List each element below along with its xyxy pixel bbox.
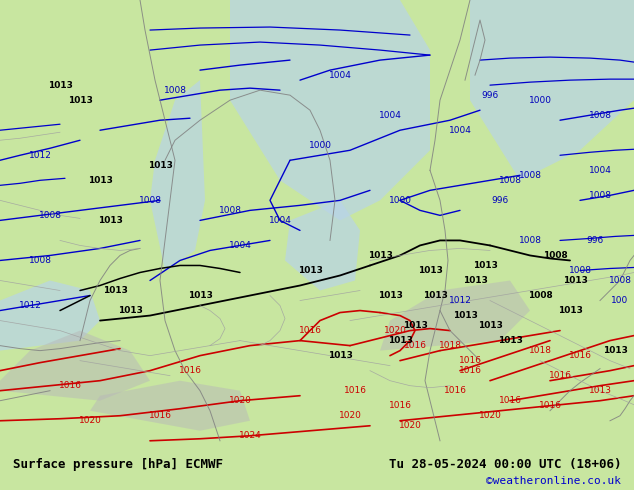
Text: 1000: 1000 bbox=[389, 196, 411, 205]
Text: 1020: 1020 bbox=[229, 396, 252, 405]
Text: 1013: 1013 bbox=[453, 311, 477, 320]
Text: 1008: 1008 bbox=[29, 256, 51, 265]
Text: 100: 100 bbox=[611, 296, 629, 305]
Text: 1013: 1013 bbox=[477, 321, 502, 330]
Text: 1016: 1016 bbox=[538, 401, 562, 410]
Text: 1013: 1013 bbox=[463, 276, 488, 285]
Text: 1020: 1020 bbox=[384, 326, 406, 335]
Text: 1004: 1004 bbox=[229, 241, 252, 250]
Text: 1013: 1013 bbox=[148, 161, 172, 170]
Text: Tu 28-05-2024 00:00 UTC (18+06): Tu 28-05-2024 00:00 UTC (18+06) bbox=[389, 458, 621, 471]
Text: 1012: 1012 bbox=[18, 301, 41, 310]
Text: 1008: 1008 bbox=[498, 176, 522, 185]
Text: 1008: 1008 bbox=[543, 251, 567, 260]
Text: 996: 996 bbox=[586, 236, 604, 245]
Text: 1008: 1008 bbox=[609, 276, 631, 285]
Text: 1013: 1013 bbox=[557, 306, 583, 315]
Text: 1013: 1013 bbox=[403, 321, 427, 330]
Text: 1000: 1000 bbox=[529, 96, 552, 105]
Text: ©weatheronline.co.uk: ©weatheronline.co.uk bbox=[486, 476, 621, 486]
Text: 1013: 1013 bbox=[68, 96, 93, 105]
Text: 1016: 1016 bbox=[569, 351, 592, 360]
Text: 1016: 1016 bbox=[179, 366, 202, 375]
Text: 1008: 1008 bbox=[569, 266, 592, 275]
Text: 1013: 1013 bbox=[188, 291, 212, 300]
Text: 1018: 1018 bbox=[439, 341, 462, 350]
Text: 1013: 1013 bbox=[117, 306, 143, 315]
Text: 1013: 1013 bbox=[98, 216, 122, 225]
Text: 1020: 1020 bbox=[479, 411, 501, 420]
Text: 1008: 1008 bbox=[164, 86, 186, 95]
Text: 1013: 1013 bbox=[48, 81, 72, 90]
Text: 1004: 1004 bbox=[269, 216, 292, 225]
Text: 1016: 1016 bbox=[58, 381, 82, 390]
Text: 1008: 1008 bbox=[39, 211, 61, 220]
Text: 1016: 1016 bbox=[548, 371, 571, 380]
Text: 1016: 1016 bbox=[299, 326, 321, 335]
Text: 1016: 1016 bbox=[148, 411, 172, 420]
Text: 996: 996 bbox=[491, 196, 508, 205]
Text: 1016: 1016 bbox=[444, 386, 467, 395]
Text: 1013: 1013 bbox=[378, 291, 403, 300]
Text: 1020: 1020 bbox=[339, 411, 361, 420]
Text: 1008: 1008 bbox=[219, 206, 242, 215]
Text: 1013: 1013 bbox=[562, 276, 588, 285]
Text: 1004: 1004 bbox=[588, 166, 611, 175]
Text: 1012: 1012 bbox=[29, 151, 51, 160]
Text: 1000: 1000 bbox=[309, 141, 332, 150]
Text: 1013: 1013 bbox=[328, 351, 353, 360]
Text: Surface pressure [hPa] ECMWF: Surface pressure [hPa] ECMWF bbox=[13, 458, 223, 471]
Text: 1013: 1013 bbox=[472, 261, 498, 270]
Text: 1020: 1020 bbox=[399, 421, 422, 430]
Text: 1008: 1008 bbox=[588, 111, 612, 120]
Text: 1013: 1013 bbox=[368, 251, 392, 260]
Text: 1020: 1020 bbox=[79, 416, 101, 425]
Text: 1016: 1016 bbox=[403, 341, 427, 350]
Text: 1013: 1013 bbox=[602, 346, 628, 355]
Text: 996: 996 bbox=[481, 91, 498, 99]
Text: 1008: 1008 bbox=[588, 191, 612, 200]
Text: 1004: 1004 bbox=[449, 126, 472, 135]
Text: 1016: 1016 bbox=[498, 396, 522, 405]
Text: 1013: 1013 bbox=[387, 336, 413, 345]
Text: 1013: 1013 bbox=[297, 266, 323, 275]
Text: 1008: 1008 bbox=[519, 171, 541, 180]
Text: 1008: 1008 bbox=[519, 236, 541, 245]
Text: 1013: 1013 bbox=[87, 176, 112, 185]
Text: 1024: 1024 bbox=[238, 431, 261, 441]
Text: 1004: 1004 bbox=[378, 111, 401, 120]
Text: 1016: 1016 bbox=[458, 366, 481, 375]
Text: 1008: 1008 bbox=[138, 196, 162, 205]
Text: 1018: 1018 bbox=[529, 346, 552, 355]
Text: 1013: 1013 bbox=[423, 291, 448, 300]
Text: 1004: 1004 bbox=[328, 71, 351, 80]
Text: 1008: 1008 bbox=[527, 291, 552, 300]
Text: 1013: 1013 bbox=[103, 286, 127, 295]
Text: 1016: 1016 bbox=[389, 401, 411, 410]
Text: 1013: 1013 bbox=[588, 386, 612, 395]
Text: 1013: 1013 bbox=[498, 336, 522, 345]
Text: 1012: 1012 bbox=[449, 296, 472, 305]
Text: 1016: 1016 bbox=[344, 386, 366, 395]
Text: 1013: 1013 bbox=[418, 266, 443, 275]
Text: 1016: 1016 bbox=[458, 356, 481, 365]
